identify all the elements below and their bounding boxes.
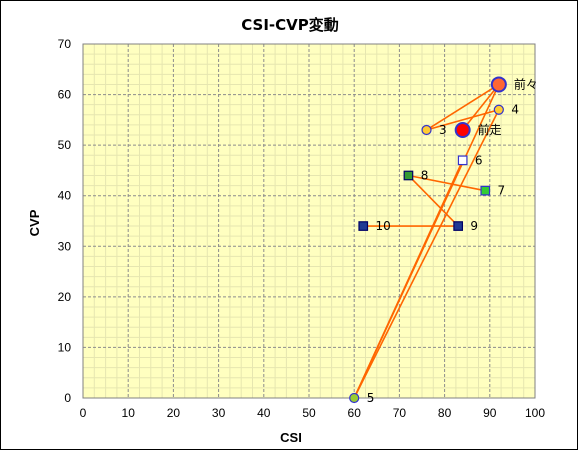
plot-border: [82, 43, 536, 399]
y-tick-label: 70: [58, 37, 72, 51]
data-point-label: 7: [498, 184, 506, 198]
data-point-circle: [454, 121, 471, 138]
x-tick-label: 60: [348, 406, 362, 420]
x-tick-label: 20: [167, 406, 181, 420]
data-point-label: 9: [470, 219, 478, 233]
data-point-square: [403, 170, 414, 181]
data-point-square: [358, 221, 369, 231]
connection-line: [426, 108, 500, 131]
x-tick-label: 30: [212, 406, 226, 420]
data-point-label: 4: [511, 103, 519, 117]
x-tick-label: 0: [80, 406, 87, 420]
data-point-square: [453, 221, 464, 231]
connection-line: [407, 174, 459, 227]
data-point-circle: [421, 124, 432, 136]
data-point-label: 5: [367, 391, 375, 405]
chart-title: CSI-CVP変動: [241, 16, 339, 34]
connection-line: [353, 109, 500, 399]
data-point-label: 3: [439, 123, 447, 137]
connection-line: [353, 159, 464, 399]
x-tick-label: 50: [302, 406, 316, 420]
y-tick-label: 30: [58, 239, 72, 253]
x-tick-label: 80: [438, 406, 452, 420]
connection-line: [462, 83, 500, 131]
y-tick-label: 10: [58, 340, 72, 354]
data-point-label: 前々: [514, 76, 538, 91]
y-tick-label: 0: [64, 391, 71, 405]
data-point-circle: [493, 104, 504, 115]
data-point-label: 前走: [478, 122, 502, 137]
data-point-circle: [490, 76, 507, 93]
x-axis-label: CSI: [280, 430, 302, 445]
data-point-label: 8: [421, 168, 429, 182]
x-tick-label: 70: [393, 406, 407, 420]
data-point-square: [457, 155, 468, 166]
x-tick-label: 40: [257, 406, 271, 420]
y-tick-label: 50: [58, 138, 72, 152]
x-tick-label: 90: [483, 406, 497, 420]
data-point-label: 10: [375, 219, 390, 233]
x-tick-label: 100: [525, 406, 545, 420]
y-tick-label: 20: [58, 290, 72, 304]
data-point-circle: [349, 392, 360, 404]
y-tick-label: 60: [58, 88, 72, 102]
y-axis-label: CVP: [27, 209, 42, 236]
data-point-square: [480, 185, 491, 196]
x-tick-label: 10: [122, 406, 136, 420]
data-point-label: 6: [475, 153, 483, 167]
connection-line: [426, 83, 500, 131]
y-tick-label: 40: [58, 189, 72, 203]
connection-line: [408, 174, 486, 192]
